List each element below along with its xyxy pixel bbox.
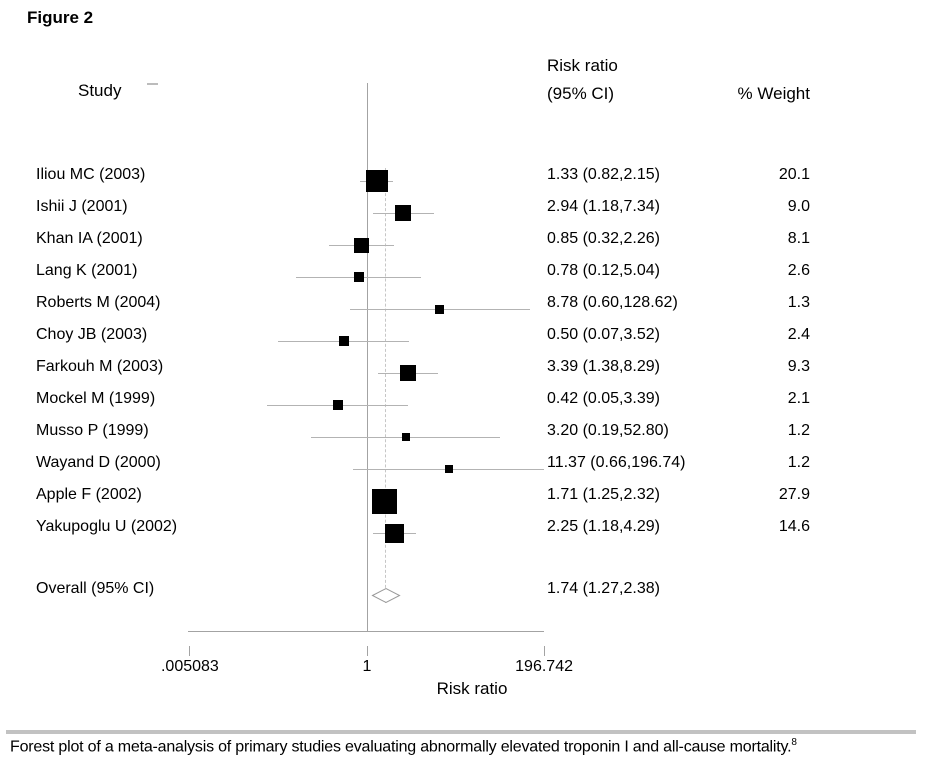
x-axis-line <box>188 631 544 632</box>
risk-ratio-value: 8.78 (0.60,128.62) <box>547 294 678 311</box>
study-label: Choy JB (2003) <box>36 326 148 343</box>
effect-size-marker <box>372 488 398 514</box>
weight-value: 14.6 <box>778 518 810 535</box>
effect-size-marker <box>399 365 416 381</box>
study-label: Iliou MC (2003) <box>36 166 146 183</box>
study-label: Roberts M (2004) <box>36 294 161 311</box>
study-label: Yakupoglu U (2002) <box>36 518 178 535</box>
weight-value: 9.3 <box>787 358 810 375</box>
effect-size-marker <box>435 304 445 314</box>
effect-size-marker <box>401 433 410 441</box>
weight-value: 20.1 <box>778 166 810 183</box>
weight-value: 8.1 <box>787 230 810 247</box>
column-header-risk-ratio: Risk ratio <box>547 56 618 75</box>
axis-tick <box>189 646 191 656</box>
effect-size-marker <box>395 205 412 221</box>
effect-size-marker <box>338 336 349 346</box>
study-header-tick <box>147 83 158 85</box>
axis-tick-label: 1 <box>362 658 372 675</box>
weight-value: 27.9 <box>778 486 810 503</box>
weight-value: 2.6 <box>787 262 810 279</box>
risk-ratio-value: 11.37 (0.66,196.74) <box>547 454 686 471</box>
effect-size-marker <box>365 170 388 192</box>
risk-ratio-value: 2.94 (1.18,7.34) <box>547 198 660 215</box>
risk-ratio-value: 0.42 (0.05,3.39) <box>547 390 660 407</box>
effect-size-marker <box>444 465 453 473</box>
risk-ratio-value: 3.39 (1.38,8.29) <box>547 358 660 375</box>
axis-tick <box>366 646 368 656</box>
risk-ratio-value: 1.71 (1.25,2.32) <box>547 486 660 503</box>
risk-ratio-value: 0.50 (0.07,3.52) <box>547 326 660 343</box>
risk-ratio-value: 1.33 (0.82,2.15) <box>547 166 660 183</box>
x-axis-title: Risk ratio <box>436 679 508 698</box>
study-label: Musso P (1999) <box>36 422 149 439</box>
column-header-weight: % Weight <box>737 84 810 103</box>
study-label: Lang K (2001) <box>36 262 138 279</box>
risk-ratio-value: 3.20 (0.19,52.80) <box>547 422 669 439</box>
caption-text: Forest plot of a meta-analysis of primar… <box>10 738 792 756</box>
weight-value: 1.2 <box>787 422 810 439</box>
overall-risk-ratio-value: 1.74 (1.27,2.38) <box>547 580 660 597</box>
effect-size-marker <box>384 523 404 543</box>
overall-dashed-line <box>385 168 387 603</box>
weight-value: 2.4 <box>787 326 810 343</box>
risk-ratio-value: 2.25 (1.18,4.29) <box>547 518 660 535</box>
effect-size-marker <box>354 237 370 253</box>
risk-ratio-value: 0.78 (0.12,5.04) <box>547 262 660 279</box>
axis-tick <box>543 646 545 656</box>
study-label: Farkouh M (2003) <box>36 358 164 375</box>
overall-label: Overall (95% CI) <box>36 580 155 597</box>
null-effect-line <box>366 83 368 631</box>
study-label: Wayand D (2000) <box>36 454 161 471</box>
caption-divider-bar <box>6 730 916 734</box>
axis-tick-label: .005083 <box>160 658 219 675</box>
study-label: Ishii J (2001) <box>36 198 128 215</box>
effect-size-marker <box>332 400 343 410</box>
weight-value: 2.1 <box>787 390 810 407</box>
figure-caption: Forest plot of a meta-analysis of primar… <box>10 737 925 756</box>
weight-value: 1.3 <box>787 294 810 311</box>
risk-ratio-value: 0.85 (0.32,2.26) <box>547 230 660 247</box>
weight-value: 1.2 <box>787 454 810 471</box>
column-header-study: Study <box>78 81 122 100</box>
weight-value: 9.0 <box>787 198 810 215</box>
study-label: Mockel M (1999) <box>36 390 156 407</box>
study-label: Apple F (2002) <box>36 486 142 503</box>
column-header-ci: (95% CI) <box>547 84 615 103</box>
study-label: Khan IA (2001) <box>36 230 143 247</box>
overall-diamond <box>370 587 401 604</box>
figure-title: Figure 2 <box>27 8 94 27</box>
caption-reference-superscript: 8 <box>791 737 797 748</box>
axis-tick-label: 196.742 <box>515 658 573 675</box>
effect-size-marker <box>353 272 364 282</box>
